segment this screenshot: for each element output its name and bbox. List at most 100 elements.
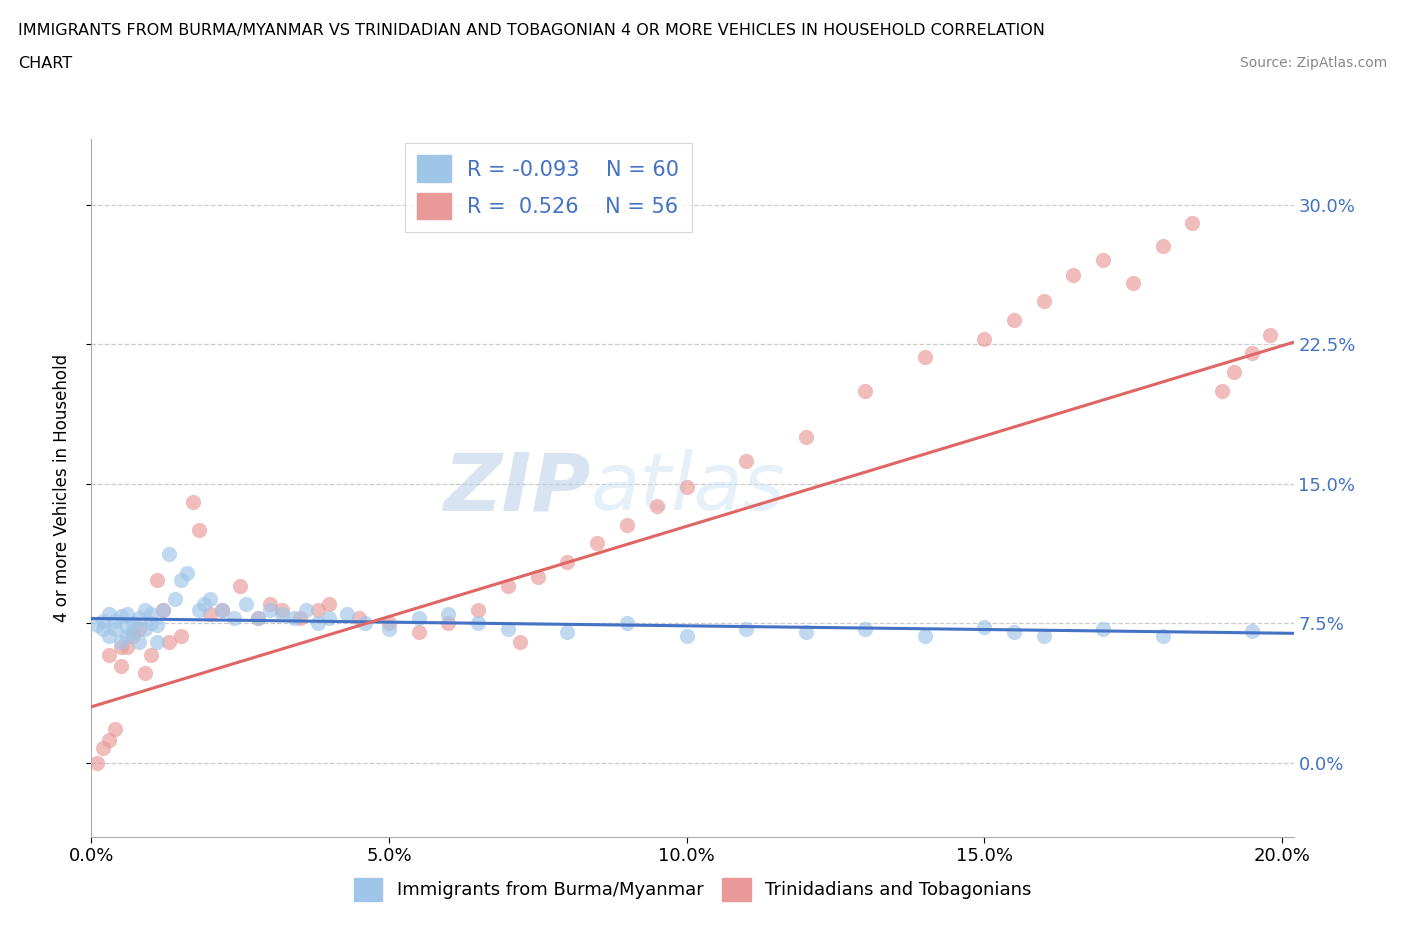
Point: [98, 606, 121, 621]
Text: CHART: CHART: [18, 56, 72, 71]
Point: [735, 621, 758, 636]
Text: atlas: atlas: [591, 449, 785, 527]
Point: [91, 621, 114, 636]
Point: [794, 625, 817, 640]
Point: [557, 625, 579, 640]
Y-axis label: 4 or more Vehicles in Household: 4 or more Vehicles in Household: [52, 354, 70, 622]
Point: [270, 606, 292, 621]
Point: [1032, 294, 1054, 309]
Point: [229, 578, 252, 593]
Point: [104, 621, 127, 636]
Point: [1032, 629, 1054, 644]
Point: [307, 616, 329, 631]
Point: [1002, 312, 1025, 327]
Point: [467, 616, 489, 631]
Point: [187, 603, 209, 618]
Point: [110, 658, 132, 673]
Point: [526, 569, 548, 584]
Point: [378, 616, 401, 631]
Point: [1062, 268, 1084, 283]
Point: [318, 597, 340, 612]
Point: [1002, 625, 1025, 640]
Point: [104, 614, 127, 629]
Text: Source: ZipAtlas.com: Source: ZipAtlas.com: [1240, 56, 1388, 70]
Point: [354, 616, 377, 631]
Point: [318, 610, 340, 625]
Point: [157, 547, 180, 562]
Point: [408, 610, 430, 625]
Point: [437, 606, 460, 621]
Point: [283, 610, 305, 625]
Point: [122, 625, 145, 640]
Point: [735, 454, 758, 469]
Point: [200, 606, 222, 621]
Point: [98, 733, 121, 748]
Point: [134, 621, 156, 636]
Point: [152, 603, 174, 618]
Point: [794, 430, 817, 445]
Point: [259, 597, 281, 612]
Point: [496, 621, 519, 636]
Point: [224, 610, 246, 625]
Point: [169, 629, 191, 644]
Point: [128, 634, 150, 649]
Point: [91, 740, 114, 755]
Point: [557, 554, 579, 569]
Point: [973, 619, 995, 634]
Point: [1092, 253, 1115, 268]
Point: [1152, 629, 1174, 644]
Point: [110, 608, 132, 623]
Point: [157, 634, 180, 649]
Point: [914, 350, 936, 365]
Point: [169, 573, 191, 588]
Point: [115, 640, 138, 655]
Point: [270, 603, 292, 618]
Point: [1240, 346, 1263, 361]
Point: [1092, 621, 1115, 636]
Point: [98, 629, 121, 644]
Legend: Immigrants from Burma/Myanmar, Trinidadians and Tobagonians: Immigrants from Burma/Myanmar, Trinidadi…: [346, 870, 1039, 909]
Point: [128, 621, 150, 636]
Point: [86, 618, 108, 632]
Text: IMMIGRANTS FROM BURMA/MYANMAR VS TRINIDADIAN AND TOBAGONIAN 4 OR MORE VEHICLES I: IMMIGRANTS FROM BURMA/MYANMAR VS TRINIDA…: [18, 23, 1045, 38]
Point: [586, 536, 609, 551]
Point: [139, 616, 162, 631]
Point: [110, 634, 132, 649]
Point: [146, 618, 169, 632]
Point: [307, 603, 329, 618]
Point: [675, 480, 697, 495]
Point: [616, 616, 638, 631]
Point: [1223, 365, 1246, 379]
Point: [437, 616, 460, 631]
Point: [134, 603, 156, 618]
Point: [496, 578, 519, 593]
Point: [378, 621, 401, 636]
Point: [128, 610, 150, 625]
Point: [139, 647, 162, 662]
Point: [181, 495, 204, 510]
Point: [408, 625, 430, 640]
Point: [235, 597, 257, 612]
Point: [163, 591, 186, 606]
Point: [1240, 623, 1263, 638]
Point: [853, 383, 876, 398]
Point: [176, 565, 198, 580]
Point: [211, 603, 233, 618]
Point: [247, 610, 270, 625]
Point: [336, 606, 359, 621]
Point: [259, 603, 281, 618]
Text: ZIP: ZIP: [443, 449, 591, 527]
Point: [115, 606, 138, 621]
Point: [91, 614, 114, 629]
Point: [645, 498, 668, 513]
Point: [247, 610, 270, 625]
Point: [139, 606, 162, 621]
Point: [509, 634, 531, 649]
Point: [347, 610, 370, 625]
Point: [1181, 216, 1204, 231]
Point: [152, 603, 174, 618]
Point: [914, 629, 936, 644]
Point: [187, 523, 209, 538]
Point: [200, 591, 222, 606]
Point: [98, 647, 121, 662]
